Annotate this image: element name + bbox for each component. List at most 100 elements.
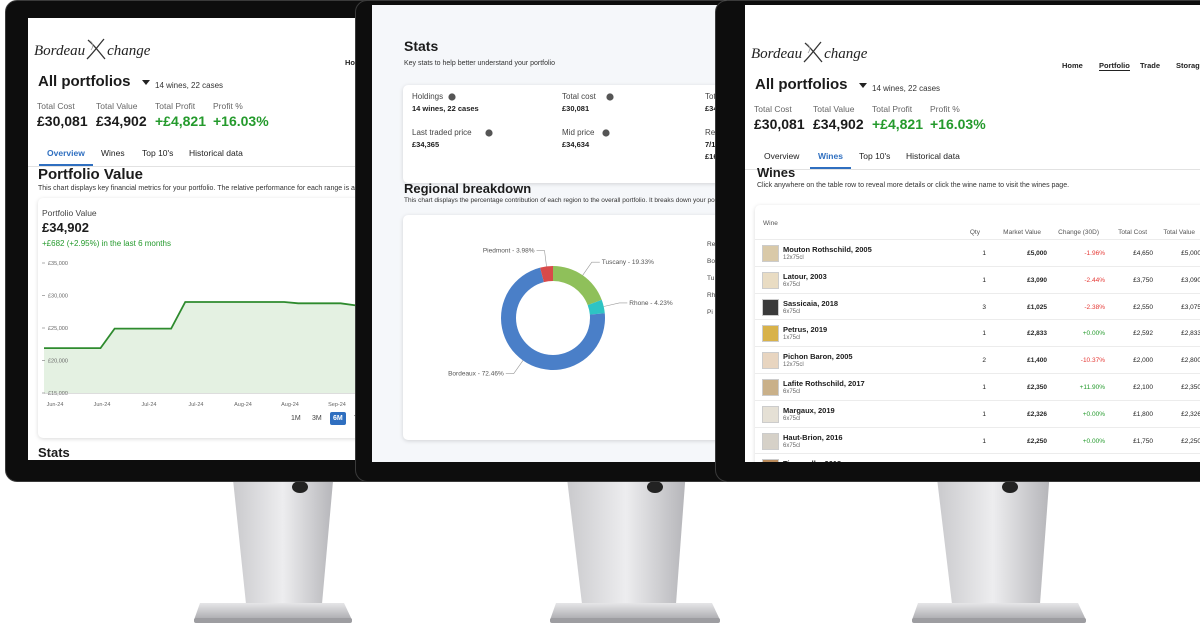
cell: £2,350 bbox=[1027, 384, 1047, 391]
cell: 1 bbox=[982, 250, 986, 257]
tab[interactable]: Top 10's bbox=[859, 151, 891, 161]
wine-thumbnail bbox=[762, 432, 779, 450]
donut-label: Rhone - 4.23% bbox=[629, 300, 673, 307]
wine-thumbnail bbox=[762, 325, 779, 343]
wine-name[interactable]: Mouton Rothschild, 2005 bbox=[783, 245, 872, 254]
wine-name[interactable]: Tignanello, 2018 bbox=[783, 459, 841, 462]
portfolio-summary: 14 wines, 22 cases bbox=[155, 81, 224, 90]
wine-size: 12x75cl bbox=[783, 362, 804, 369]
donut-segment bbox=[540, 266, 553, 283]
stats-card: Holdings 14 wines, 22 cases Total cost £30,… bbox=[403, 85, 718, 183]
logo-x-stroke bbox=[86, 38, 106, 60]
wine-name[interactable]: Margaux, 2019 bbox=[783, 405, 835, 415]
tab[interactable]: Overview bbox=[39, 148, 93, 166]
stat-label: Rec bbox=[705, 128, 718, 137]
tab-divider bbox=[745, 169, 1200, 170]
legend-fragment: Bo bbox=[707, 258, 715, 265]
section-description: Click anywhere on the table row to revea… bbox=[757, 182, 1070, 189]
x-tick-label: Jun-24 bbox=[94, 402, 111, 408]
wine-name[interactable]: Lafite Rothschild, 2017 bbox=[783, 379, 865, 388]
table-row[interactable]: Sassicaia, 2018 6x75cl 3 £1,025 -2.38% £2,550… bbox=[755, 292, 1200, 321]
line-chart: £35,000 £30,000 £25,000 £20,000 £15,000 Jun-2… bbox=[42, 261, 368, 408]
stat-label: Mid price bbox=[562, 128, 595, 137]
column-header[interactable]: Total Value bbox=[1163, 229, 1195, 236]
tab[interactable]: Historical data bbox=[906, 151, 960, 161]
table-row[interactable]: Haut-Brion, 2016 6x75cl 1 £2,250 +0.00% £1,75… bbox=[755, 426, 1200, 455]
column-header[interactable]: Market Value bbox=[1003, 229, 1041, 236]
cell: +0.00% bbox=[1082, 410, 1105, 418]
column-header[interactable]: Change (30D) bbox=[1058, 229, 1099, 236]
wine-name[interactable]: Sassicaia, 2018 bbox=[783, 298, 839, 308]
stat-label: Tota bbox=[705, 92, 718, 101]
cell: £3,090 bbox=[1027, 276, 1047, 284]
range-button[interactable]: 3M bbox=[312, 415, 322, 422]
tab[interactable]: Historical data bbox=[189, 148, 243, 158]
stat-value: £34, bbox=[705, 104, 718, 113]
monitor-left: BordeauchangeHomePortfolioTradeStorageAl… bbox=[5, 0, 377, 482]
nav-link[interactable]: Portfolio bbox=[1099, 61, 1130, 71]
stat-label: Total cost bbox=[562, 92, 596, 101]
portfolio-title[interactable]: All portfolios bbox=[755, 76, 848, 93]
wine-name[interactable]: Haut-Brion, 2016 bbox=[783, 432, 843, 442]
screen-overview: BordeauchangeHomePortfolioTradeStorageAl… bbox=[28, 18, 368, 460]
logo-right: change bbox=[824, 46, 868, 62]
stat-label: Total Value bbox=[96, 101, 138, 111]
card-change: +£682 (+2.95%) in the last 6 months bbox=[42, 239, 171, 248]
tab[interactable]: Wines bbox=[101, 148, 125, 158]
wine-thumbnail bbox=[762, 459, 779, 462]
section-heading: Wines bbox=[757, 165, 796, 180]
stat-value: £34,365 bbox=[412, 140, 440, 149]
cell: £4,650 bbox=[1133, 250, 1153, 257]
cell: £2,833 bbox=[1181, 330, 1200, 338]
wine-name[interactable]: Petrus, 2019 bbox=[783, 325, 828, 335]
cell: 1 bbox=[982, 330, 986, 338]
range-button[interactable]: 1M bbox=[291, 415, 301, 422]
wine-name[interactable]: Pichon Baron, 2005 bbox=[783, 352, 853, 362]
stat-value: 7/14 bbox=[705, 140, 718, 149]
cell: 1 bbox=[982, 410, 986, 418]
donut-label: Bordeaux - 72.46% bbox=[448, 371, 504, 378]
table-row[interactable]: Lafite Rothschild, 2017 6x75cl 1 £2,350 +11.… bbox=[755, 373, 1200, 401]
donut-label: Tuscany - 19.33% bbox=[602, 259, 654, 266]
cell: +0.00% bbox=[1082, 437, 1105, 445]
wine-thumbnail bbox=[762, 245, 779, 262]
stat-value: £34,634 bbox=[562, 140, 590, 149]
x-tick-label: Jul-24 bbox=[142, 402, 157, 408]
portfolio-title[interactable]: All portfolios bbox=[38, 73, 131, 90]
tab[interactable]: Top 10's bbox=[142, 148, 174, 158]
nav-link[interactable]: Storage bbox=[1176, 61, 1200, 70]
table-row[interactable]: Pichon Baron, 2005 12x75cl 2 £1,400 -10.37% £… bbox=[755, 346, 1200, 374]
dropdown-triangle bbox=[142, 80, 150, 85]
donut-segment bbox=[553, 266, 602, 306]
cell: 1 bbox=[982, 437, 986, 445]
stand-left bbox=[194, 470, 352, 623]
y-tick-label: £25,000 bbox=[48, 326, 68, 332]
cell: £2,326 bbox=[1181, 410, 1200, 418]
column-header[interactable]: Total Cost bbox=[1118, 229, 1147, 236]
dropdown-triangle bbox=[859, 83, 867, 88]
table-row[interactable]: Tignanello, 20186x75cl1£2,050-0.97%£1,90… bbox=[755, 453, 1200, 462]
nav-link[interactable]: Trade bbox=[1140, 61, 1161, 70]
cell: £1,800 bbox=[1133, 410, 1153, 418]
column-header[interactable]: Qty bbox=[969, 229, 980, 236]
nav-link[interactable]: Home bbox=[1062, 61, 1083, 70]
wine-size: 12x75cl bbox=[783, 255, 804, 261]
section-description: This chart displays the percentage contr… bbox=[404, 197, 718, 204]
table-row[interactable]: Margaux, 2019 6x75cl 1 £2,326 +0.00% £1,800 £2… bbox=[755, 399, 1200, 428]
cell: -1.96% bbox=[1084, 250, 1105, 257]
stand-right bbox=[912, 470, 1086, 623]
tab[interactable]: Wines bbox=[810, 151, 851, 169]
range-button[interactable]: 6M bbox=[330, 412, 346, 425]
tab[interactable]: Overview bbox=[764, 151, 800, 161]
wine-name[interactable]: Latour, 2003 bbox=[783, 271, 827, 281]
table-row[interactable]: Latour, 2003 6x75cl 1 £3,090 -2.44% £3,750 £3,… bbox=[755, 265, 1200, 294]
table-row[interactable]: Mouton Rothschild, 2005 12x75cl 1 £5,000 -1.… bbox=[755, 239, 1200, 267]
cell: £5,000 bbox=[1027, 250, 1047, 257]
table-row[interactable]: Petrus, 2019 1x75cl 1 £2,833 +0.00% £2,592 £2,… bbox=[755, 319, 1200, 347]
stat-value: +£4,821 bbox=[872, 116, 923, 132]
y-tick-label: £35,000 bbox=[48, 261, 68, 267]
card-title: Portfolio Value bbox=[42, 208, 97, 218]
cell: £1,400 bbox=[1027, 357, 1047, 365]
cell: £2,326 bbox=[1027, 410, 1047, 418]
